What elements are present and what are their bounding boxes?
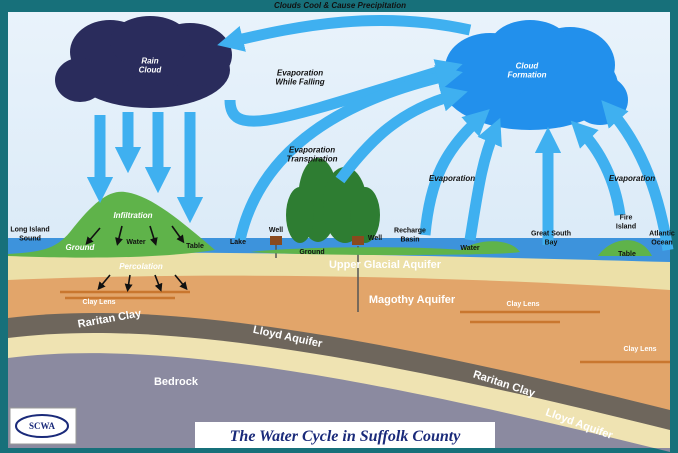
label-line: Ground [299, 249, 324, 256]
label-line: Transpiration [287, 155, 338, 164]
label-line: Evaporation [289, 146, 335, 155]
label: Ground [66, 243, 96, 252]
label-line: Magothy Aquifer [369, 294, 456, 306]
label-line: Bay [545, 240, 558, 247]
label-line: Well [269, 227, 283, 234]
page: {"header": {"title": "Clouds Cool & Caus… [0, 0, 678, 453]
label-line: Clay Lens [82, 299, 115, 306]
label-line: While Falling [275, 78, 324, 87]
logo: SCWA [10, 408, 76, 444]
label: Clay Lens [506, 301, 539, 308]
label: Clay Lens [82, 299, 115, 306]
label: Table [618, 251, 636, 258]
label: Upper Glacial Aquifer [329, 259, 442, 271]
label: Percolation [119, 262, 163, 271]
label-line: Sound [19, 236, 41, 243]
label: Water [460, 245, 479, 252]
label-line: Infiltration [113, 211, 152, 220]
label: Lake [230, 239, 246, 246]
label-line: Table [618, 251, 636, 258]
label-line: Evaporation [609, 174, 655, 183]
label-line: Well [368, 235, 382, 242]
label: Clay Lens [623, 346, 656, 353]
label: Table [186, 243, 204, 250]
label: Bedrock [154, 376, 199, 388]
logo-text: SCWA [29, 421, 56, 431]
label-line: Great South [531, 231, 571, 238]
label-line: Long Island [10, 227, 49, 234]
label-line: Atlantic [649, 231, 675, 238]
label-line: Ground [66, 243, 96, 252]
label-line: Cloud [516, 62, 540, 71]
label-line: Percolation [119, 262, 163, 271]
label-line: Evaporation [277, 69, 323, 78]
label: Magothy Aquifer [369, 294, 456, 306]
label: Evaporation [429, 174, 475, 183]
label-line: Island [616, 224, 636, 231]
label-line: Ocean [651, 240, 672, 247]
label: Water [126, 239, 145, 246]
label-line: Formation [507, 71, 546, 80]
label-line: Fire [620, 215, 633, 222]
footer: The Water Cycle in Suffolk County [195, 422, 495, 448]
water-cycle-diagram: Clouds Cool & Cause Precipitation SCWA T… [0, 0, 678, 453]
label: Well [368, 235, 382, 242]
label: Evaporation [609, 174, 655, 183]
label-line: Rain [141, 57, 158, 66]
label-line: Lake [230, 239, 246, 246]
label: Well [269, 227, 283, 234]
label-line: Basin [400, 237, 419, 244]
label-line: Upper Glacial Aquifer [329, 259, 442, 271]
label-line: Clay Lens [506, 301, 539, 308]
label-line: Cloud [139, 66, 163, 75]
label-line: Recharge [394, 228, 426, 235]
label-line: Water [460, 245, 479, 252]
label: Ground [299, 249, 324, 256]
label-line: Evaporation [429, 174, 475, 183]
top-caption: Clouds Cool & Cause Precipitation [274, 1, 406, 10]
footer-title: The Water Cycle in Suffolk County [230, 428, 462, 445]
label-line: Clay Lens [623, 346, 656, 353]
label-line: Water [126, 239, 145, 246]
label: Infiltration [113, 211, 152, 220]
label-line: Bedrock [154, 376, 199, 388]
label-line: Table [186, 243, 204, 250]
